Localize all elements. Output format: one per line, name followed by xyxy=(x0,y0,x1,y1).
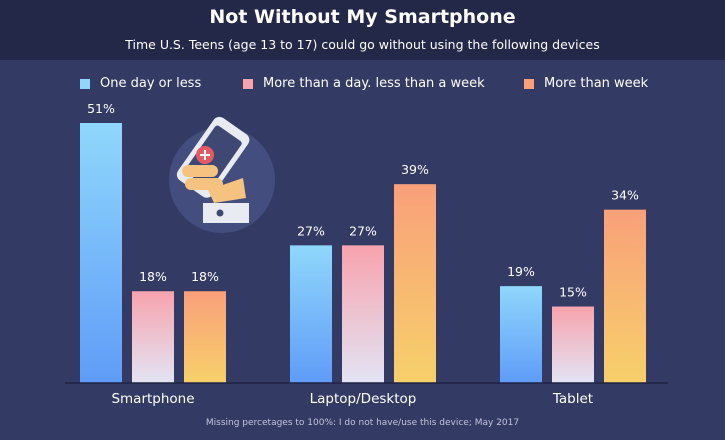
data-label-smartphone-one-day: 51% xyxy=(87,101,115,116)
legend-swatch-more-than-week xyxy=(524,78,534,89)
legend-item-more-than-week: More than week xyxy=(524,76,648,91)
data-label-laptop-desktop-more-than-week: 39% xyxy=(401,162,429,177)
data-label-tablet-more-than-week: 34% xyxy=(611,188,639,203)
chart-subtitle: Time U.S. Teens (age 13 to 17) could go … xyxy=(125,37,600,52)
data-label-smartphone-less-than-week: 18% xyxy=(139,269,167,284)
bar-laptop-desktop-less-than-week xyxy=(342,245,384,383)
chart-title: Not Without My Smartphone xyxy=(209,6,516,28)
bars-group: 51% 18% 18% Smartphone 27% 27% 39% Laptop/Deskt… xyxy=(80,101,646,407)
data-label-smartphone-more-than-week: 18% xyxy=(191,269,219,284)
bar-laptop-desktop-one-day xyxy=(290,245,332,383)
legend-swatch-one-day xyxy=(80,78,90,89)
header-bar: Not Without My Smartphone Time U.S. Teen… xyxy=(0,0,725,60)
category-label-tablet: Tablet xyxy=(552,391,593,407)
bar-laptop-desktop-more-than-week xyxy=(394,184,436,383)
data-label-laptop-desktop-one-day: 27% xyxy=(297,223,325,238)
legend-item-less-than-week: More than a day. less than a week xyxy=(243,76,485,91)
data-label-tablet-less-than-week: 15% xyxy=(559,285,587,300)
bar-tablet-one-day xyxy=(500,286,542,383)
bar-tablet-more-than-week xyxy=(604,209,646,383)
footer-note: Missing percetages to 100%: I do not hav… xyxy=(205,418,520,428)
bar-smartphone-one-day xyxy=(80,123,122,383)
legend-label-more-than-week: More than week xyxy=(544,76,649,91)
bar-smartphone-more-than-week xyxy=(184,291,226,383)
data-label-tablet-one-day: 19% xyxy=(507,264,535,279)
legend-item-one-day: One day or less xyxy=(80,76,201,91)
category-label-smartphone: Smartphone xyxy=(111,391,194,407)
bar-smartphone-less-than-week xyxy=(132,291,174,383)
bar-tablet-less-than-week xyxy=(552,306,594,383)
legend-label-less-than-week: More than a day. less than a week xyxy=(263,76,485,91)
legend-label-one-day: One day or less xyxy=(100,76,202,91)
category-label-laptop-desktop: Laptop/Desktop xyxy=(310,391,417,407)
data-label-laptop-desktop-less-than-week: 27% xyxy=(349,223,377,238)
legend-swatch-less-than-week xyxy=(243,78,253,89)
hand-holding-phone-icon xyxy=(169,116,275,233)
